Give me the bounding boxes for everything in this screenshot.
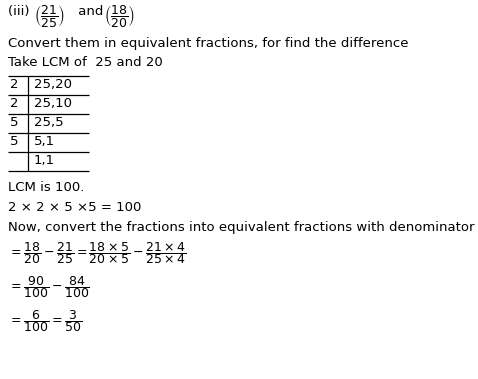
Text: 2 × 2 × 5 ×5 = 100: 2 × 2 × 5 ×5 = 100: [8, 201, 141, 214]
Text: 2: 2: [10, 78, 19, 91]
Text: Now, convert the fractions into equivalent fractions with denominator = 100.: Now, convert the fractions into equivale…: [8, 221, 478, 234]
Text: 25,20: 25,20: [34, 78, 72, 91]
Text: $\left(\dfrac{18}{20}\right)$: $\left(\dfrac{18}{20}\right)$: [104, 3, 135, 29]
Text: 2: 2: [10, 97, 19, 110]
Text: Take LCM of  25 and 20: Take LCM of 25 and 20: [8, 56, 163, 69]
Text: 5,1: 5,1: [34, 135, 55, 148]
Text: 25,5: 25,5: [34, 116, 64, 129]
Text: Convert them in equivalent fractions, for find the difference: Convert them in equivalent fractions, fo…: [8, 37, 409, 50]
Text: $= \dfrac{6}{100} = \dfrac{3}{50}$: $= \dfrac{6}{100} = \dfrac{3}{50}$: [8, 308, 82, 334]
Text: and: and: [74, 5, 108, 18]
Text: 5: 5: [10, 135, 19, 148]
Text: $= \dfrac{90}{100} - \dfrac{84}{100}$: $= \dfrac{90}{100} - \dfrac{84}{100}$: [8, 274, 90, 300]
Text: (iii): (iii): [8, 5, 34, 18]
Text: $= \dfrac{18}{20} - \dfrac{21}{25} = \dfrac{18 \times 5}{20 \times 5} - \dfrac{2: $= \dfrac{18}{20} - \dfrac{21}{25} = \df…: [8, 240, 186, 266]
Text: 25,10: 25,10: [34, 97, 72, 110]
Text: $\left(\dfrac{21}{25}\right)$: $\left(\dfrac{21}{25}\right)$: [34, 3, 65, 29]
Text: 1,1: 1,1: [34, 154, 55, 167]
Text: 5: 5: [10, 116, 19, 129]
Text: LCM is 100.: LCM is 100.: [8, 181, 85, 194]
